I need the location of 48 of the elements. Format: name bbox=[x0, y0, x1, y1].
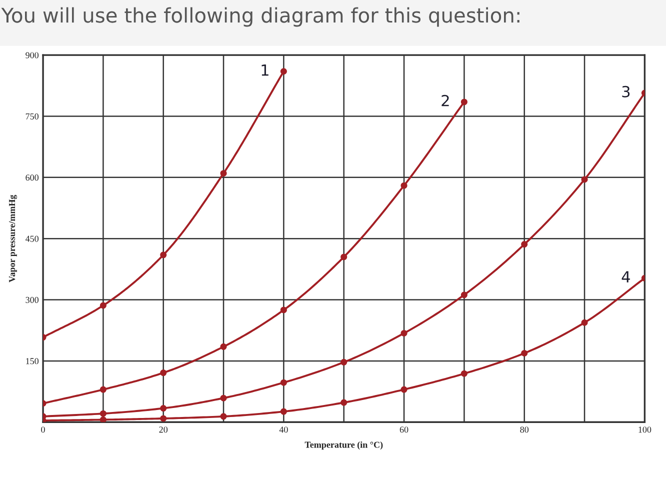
chart-title: You will use the following diagram for this question: bbox=[1, 7, 520, 27]
point bbox=[160, 370, 167, 376]
point bbox=[220, 343, 227, 350]
point bbox=[460, 98, 468, 106]
point bbox=[280, 408, 287, 415]
point bbox=[521, 241, 528, 248]
y-tick-label: 900 bbox=[26, 52, 39, 58]
point bbox=[460, 292, 468, 298]
point bbox=[340, 358, 348, 366]
point bbox=[100, 410, 106, 417]
point bbox=[400, 182, 408, 189]
point bbox=[220, 413, 227, 420]
series-label: 1 bbox=[262, 64, 268, 76]
series-label: 4 bbox=[622, 271, 630, 282]
point bbox=[100, 302, 106, 309]
y-tick-label: 600 bbox=[26, 174, 39, 181]
point bbox=[100, 416, 106, 422]
point bbox=[340, 399, 348, 406]
point bbox=[521, 350, 528, 356]
x-tick-label: 20 bbox=[159, 426, 168, 433]
y-axis-title: Vapor pressure/mmHg bbox=[9, 194, 17, 282]
point bbox=[280, 379, 287, 386]
x-tick-label: 80 bbox=[520, 426, 529, 433]
point bbox=[160, 415, 167, 422]
point bbox=[400, 330, 408, 336]
point bbox=[160, 252, 167, 258]
x-tick-label: 100 bbox=[638, 426, 652, 433]
point bbox=[280, 306, 287, 314]
x-tick-label: 40 bbox=[279, 426, 288, 433]
y-tick-label: 300 bbox=[26, 296, 39, 304]
x-tick-label: 0 bbox=[41, 426, 45, 433]
y-tick-label: 750 bbox=[26, 113, 39, 120]
x-tick-label: 60 bbox=[400, 426, 408, 433]
point bbox=[280, 68, 287, 75]
point bbox=[220, 170, 227, 177]
point bbox=[460, 370, 468, 377]
point bbox=[581, 319, 588, 326]
point bbox=[100, 386, 106, 393]
x-axis-title: Temperature (in °C) bbox=[304, 441, 383, 450]
point bbox=[220, 394, 227, 402]
series-label: 3 bbox=[622, 86, 630, 98]
point bbox=[400, 386, 408, 393]
y-tick-label: 450 bbox=[25, 236, 39, 242]
point bbox=[160, 405, 167, 412]
point bbox=[340, 254, 348, 260]
series-label: 2 bbox=[442, 94, 449, 106]
y-tick-label: 150 bbox=[26, 358, 39, 364]
point bbox=[581, 176, 588, 183]
